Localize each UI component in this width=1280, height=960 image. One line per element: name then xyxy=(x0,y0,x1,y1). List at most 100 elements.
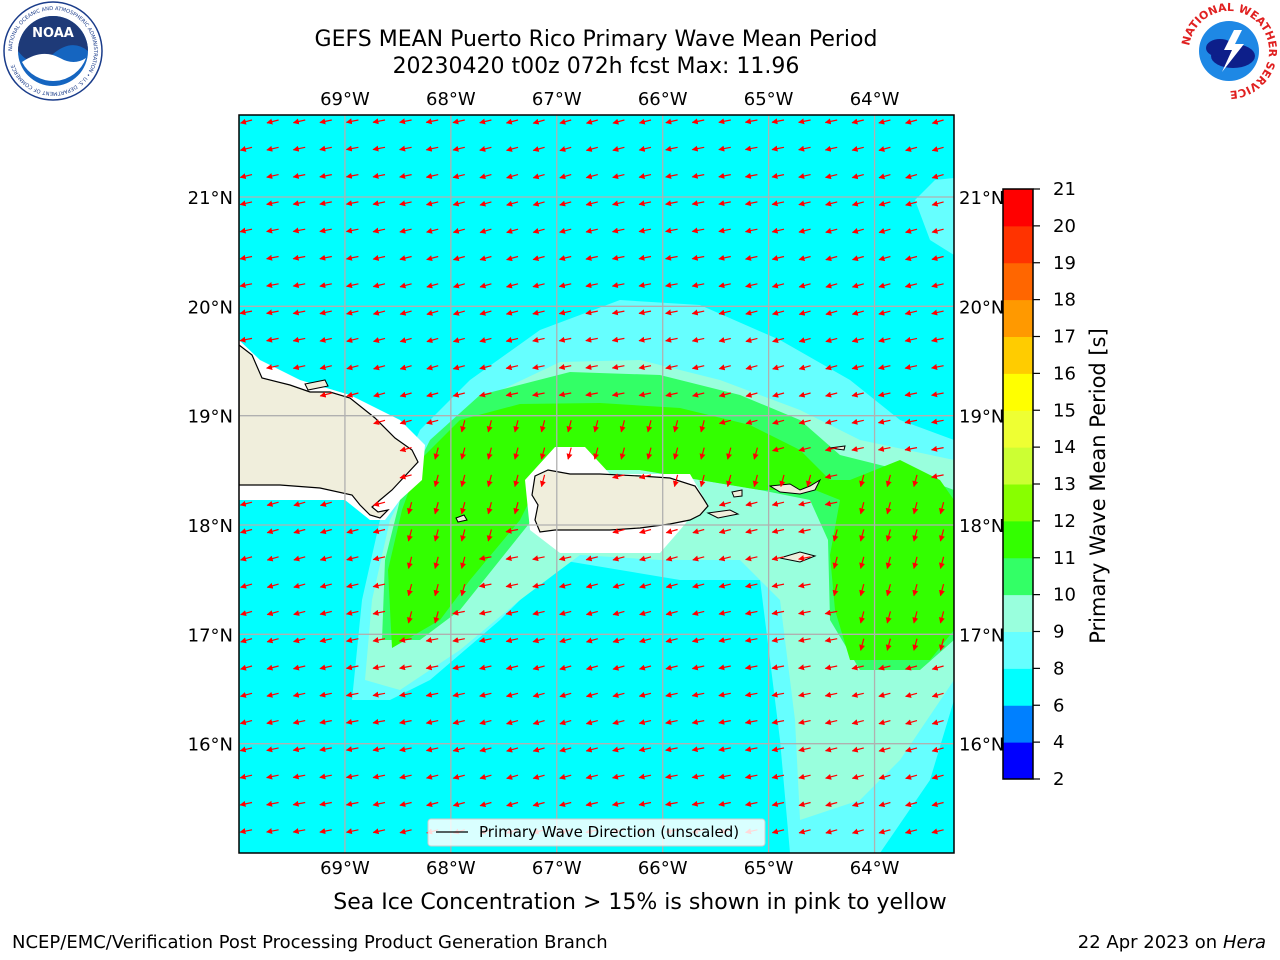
wave-arrow xyxy=(665,391,678,398)
wave-arrow xyxy=(772,337,785,344)
lon-labels-bottom: 69°W 68°W 67°W 66°W 65°W 64°W xyxy=(320,858,900,879)
wave-arrow xyxy=(859,638,865,651)
wave-arrow xyxy=(372,337,386,343)
colorbar-tick-label: 21 xyxy=(1053,179,1076,200)
wave-arrow xyxy=(672,447,679,460)
wave-arrow xyxy=(931,828,944,835)
wave-arrow xyxy=(904,364,918,371)
wave-arrow xyxy=(452,337,465,344)
wave-arrow xyxy=(692,391,705,398)
wave-arrow xyxy=(452,200,465,207)
wave-arrow xyxy=(824,500,838,507)
wave-arrow xyxy=(851,418,864,425)
wave-arrow xyxy=(665,227,678,234)
wave-arrow xyxy=(558,336,572,343)
wave-arrow xyxy=(452,719,465,726)
wave-arrow xyxy=(904,336,918,343)
wave-arrow xyxy=(638,173,652,179)
wave-arrow xyxy=(372,282,386,289)
wave-arrow xyxy=(825,227,838,234)
wave-arrow xyxy=(798,828,811,835)
wave-arrow xyxy=(772,391,785,398)
wave-arrow xyxy=(532,200,545,207)
wave-arrow xyxy=(691,336,705,343)
wave-arrow xyxy=(798,691,811,698)
wave-arrow xyxy=(665,282,678,289)
map-frame xyxy=(238,114,955,854)
wave-arrow xyxy=(824,145,838,152)
wave-arrow xyxy=(372,227,386,234)
wave-arrow xyxy=(460,447,466,460)
wave-arrow xyxy=(691,282,705,289)
wave-arrow xyxy=(559,719,572,726)
wave-arrow xyxy=(460,556,466,569)
wave-arrow xyxy=(345,828,359,835)
wave-arrow xyxy=(726,474,732,488)
wave-arrow xyxy=(904,418,918,425)
lon-labels-top: 69°W 68°W 67°W 66°W 65°W 64°W xyxy=(320,89,900,110)
wave-arrow xyxy=(665,773,678,780)
wave-arrow xyxy=(824,691,838,698)
wave-arrow xyxy=(692,555,705,562)
wave-arrow xyxy=(399,746,412,753)
wave-arrow xyxy=(931,746,944,753)
wave-arrow xyxy=(452,637,465,643)
wave-arrow xyxy=(798,419,811,425)
wave-arrow xyxy=(266,773,279,780)
wave-arrow xyxy=(559,692,572,698)
wave-arrow xyxy=(460,583,466,597)
wave-arrow xyxy=(931,719,944,726)
wave-arrow xyxy=(825,337,838,344)
wave-arrow xyxy=(885,583,892,597)
wave-arrow xyxy=(744,145,758,152)
wave-arrow xyxy=(292,227,306,234)
culebra-island xyxy=(731,489,743,498)
wave-arrow xyxy=(513,420,520,433)
wave-arrow xyxy=(718,528,731,535)
wave-arrow xyxy=(319,691,332,698)
colorbar-tick-label: 18 xyxy=(1053,290,1076,311)
wave-arrow xyxy=(532,309,545,316)
wave-arrow xyxy=(798,337,811,344)
wave-arrow xyxy=(638,391,652,398)
wave-arrow xyxy=(293,610,306,616)
wave-arrow xyxy=(506,719,519,726)
wave-arrow xyxy=(798,227,811,234)
wave-arrow xyxy=(691,800,705,807)
wave-arrow xyxy=(851,691,864,698)
wave-arrow xyxy=(904,664,918,671)
wave-arrow xyxy=(425,746,439,753)
lat-label-left: 16°N xyxy=(188,735,233,756)
wave-arrow xyxy=(532,692,545,698)
wave-arrow xyxy=(825,309,838,316)
wave-arrow xyxy=(612,719,625,726)
wave-arrow xyxy=(319,664,332,671)
wave-arrow xyxy=(266,282,279,289)
wave-arrow xyxy=(479,309,492,316)
wave-arrow xyxy=(805,474,812,488)
wave-arrow xyxy=(486,502,493,515)
wave-arrow xyxy=(877,445,891,452)
wave-arrow xyxy=(718,582,731,589)
wave-arrow xyxy=(859,474,865,488)
wave-arrow xyxy=(292,773,306,780)
wave-arrow xyxy=(399,828,412,835)
wave-arrow xyxy=(771,446,785,453)
wave-arrow xyxy=(612,637,625,644)
wave-arrow xyxy=(771,582,785,589)
wave-arrow xyxy=(585,118,598,125)
wave-arrow xyxy=(691,309,705,316)
lon-label-bottom: 66°W xyxy=(638,858,688,879)
wave-arrow xyxy=(239,254,253,261)
wave-arrow xyxy=(878,337,891,343)
hispaniola-land xyxy=(239,344,419,519)
wave-arrow xyxy=(585,391,598,398)
wave-arrow xyxy=(771,255,785,261)
wave-arrow xyxy=(859,529,865,542)
wave-arrow xyxy=(559,801,572,808)
colorbar-segment xyxy=(1003,299,1033,337)
wave-arrow xyxy=(399,446,412,453)
wave-arrow xyxy=(345,637,359,644)
wave-arrow xyxy=(559,637,572,644)
colorbar-segment xyxy=(1003,705,1033,743)
